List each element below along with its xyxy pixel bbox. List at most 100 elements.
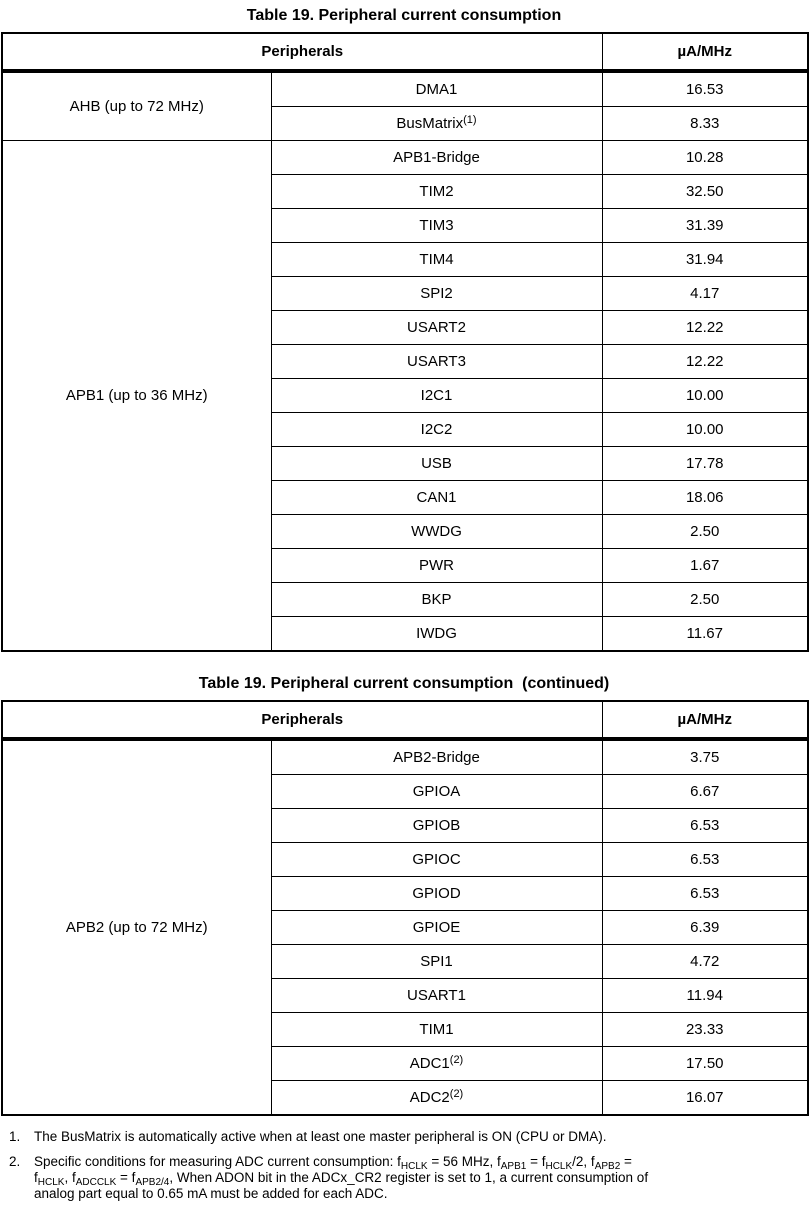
subscript-text: APB2 <box>594 1161 621 1172</box>
table-row: SPI2 4.17 <box>2 276 809 311</box>
table-row: TIM4 31.94 <box>2 242 809 277</box>
value-cell: 16.07 <box>601 1080 809 1116</box>
table-row: AHB (up to 72 MHz) DMA1 16.53 <box>1 70 809 141</box>
value-cell: 31.39 <box>601 208 809 243</box>
value-cell: 1.67 <box>601 548 809 583</box>
subscript-text: ADCCLK <box>75 1177 117 1188</box>
peripheral-name: APB1-Bridge <box>393 149 480 166</box>
peripheral-name: IWDG <box>416 625 457 642</box>
value-cell: 32.50 <box>601 174 809 209</box>
value-cell: 11.94 <box>601 978 809 1013</box>
footnote-ref: (1) <box>463 114 477 126</box>
peripheral-cell: SPI1 <box>270 944 603 979</box>
peripheral-cell: TIM1 <box>270 1012 603 1047</box>
table-row: TIM2 32.50 <box>2 174 809 209</box>
value-cell: 16.53 <box>601 70 809 107</box>
header-row: Peripherals µA/MHz <box>1 700 809 741</box>
footnote-text: Specific conditions for measuring ADC cu… <box>34 1154 806 1202</box>
peripheral-cell: DMA1 <box>270 70 603 107</box>
value-cell: 6.67 <box>601 774 809 809</box>
value-cell: 17.78 <box>601 446 809 481</box>
peripheral-cell: WWDG <box>270 514 603 549</box>
value-cell: 23.33 <box>601 1012 809 1047</box>
peripheral-cell: ADC1(2) <box>270 1046 603 1081</box>
bus-group-cell: APB2 (up to 72 MHz) <box>1 738 272 1116</box>
tables-root: Table 19. Peripheral current consumption… <box>1 6 809 1116</box>
subscript-text: HCLK <box>37 1177 65 1188</box>
peripheral-cell: GPIOB <box>270 808 603 843</box>
peripheral-name: ADC1 <box>409 1055 450 1072</box>
table-row: TIM3 31.39 <box>2 208 809 243</box>
footnote: 1. The BusMatrix is automatically active … <box>9 1129 809 1145</box>
peripheral-cell: TIM2 <box>270 174 603 209</box>
peripheral-name: DMA1 <box>415 81 458 98</box>
peripheral-name: USART3 <box>407 353 466 370</box>
peripheral-cell: GPIOE <box>270 910 603 945</box>
peripheral-name: USB <box>421 455 452 472</box>
footnote-segment: , When ADON bit in the ADCx_CR2 register… <box>169 1170 649 1185</box>
peripheral-name: USART2 <box>407 319 466 336</box>
peripheral-cell: ADC2(2) <box>270 1080 603 1116</box>
peripheral-cell: TIM3 <box>270 208 603 243</box>
peripheral-name: PWR <box>419 557 454 574</box>
peripheral-cell: GPIOD <box>270 876 603 911</box>
peripheral-cell: BusMatrix(1) <box>270 106 603 141</box>
footnote-segment: = 56 MHz, f <box>427 1154 501 1169</box>
value-cell: 10.28 <box>601 140 809 175</box>
footnotes: 1. The BusMatrix is automatically active … <box>1 1129 809 1202</box>
peripheral-cell: USART1 <box>270 978 603 1013</box>
table-row: BusMatrix(1) 8.33 <box>2 106 809 141</box>
footnote-segment: , f <box>64 1170 76 1185</box>
table-row: USB 17.78 <box>2 446 809 481</box>
value-cell: 10.00 <box>601 378 809 413</box>
table-row: USART3 12.22 <box>2 344 809 379</box>
peripheral-name: ADC2 <box>409 1089 450 1106</box>
footnote-segment: = <box>620 1154 632 1169</box>
peripheral-name: WWDG <box>411 523 462 540</box>
peripheral-name: APB2-Bridge <box>393 749 480 766</box>
peripheral-name: TIM2 <box>419 183 454 200</box>
peripheral-name: CAN1 <box>416 489 457 506</box>
peripheral-cell: I2C2 <box>270 412 603 447</box>
peripheral-cell: APB2-Bridge <box>270 738 603 775</box>
column-header-peripherals: Peripherals <box>1 32 603 73</box>
table-row: BKP 2.50 <box>2 582 809 617</box>
subscript-text: HCLK <box>400 1161 428 1172</box>
peripheral-name: USART1 <box>407 987 466 1004</box>
peripheral-name: SPI1 <box>420 953 453 970</box>
value-cell: 11.67 <box>601 616 809 652</box>
value-cell: 31.94 <box>601 242 809 277</box>
footnote-segment: = f <box>526 1154 546 1169</box>
peripheral-name: SPI2 <box>420 285 453 302</box>
value-cell: 17.50 <box>601 1046 809 1081</box>
peripheral-name: GPIOC <box>412 851 461 868</box>
peripheral-cell: GPIOC <box>270 842 603 877</box>
table-row: GPIOA 6.67 <box>2 774 809 809</box>
peripheral-name: BKP <box>421 591 452 608</box>
peripheral-cell: PWR <box>270 548 603 583</box>
footnote-segment: analog part equal to 0.65 mA must be add… <box>34 1186 388 1201</box>
table-row: GPIOD 6.53 <box>2 876 809 911</box>
value-cell: 6.39 <box>601 910 809 945</box>
peripheral-cell: IWDG <box>270 616 603 652</box>
table-row: GPIOB 6.53 <box>2 808 809 843</box>
peripheral-name: TIM1 <box>419 1021 454 1038</box>
footnote: 2. Specific conditions for measuring ADC … <box>9 1154 809 1202</box>
value-cell: 4.72 <box>601 944 809 979</box>
value-cell: 2.50 <box>601 514 809 549</box>
column-header-unit: µA/MHz <box>601 32 809 73</box>
peripheral-name: BusMatrix <box>396 115 464 132</box>
footnote-text: The BusMatrix is automatically active wh… <box>34 1129 806 1145</box>
footnote-number: 1. <box>9 1129 21 1144</box>
subscript-text: HCLK <box>545 1161 573 1172</box>
peripheral-cell: TIM4 <box>270 242 603 277</box>
table-section: Table 19. Peripheral current consumption… <box>1 6 809 652</box>
table-row: ADC2(2) 16.07 <box>2 1080 809 1116</box>
subscript-text: APB2/4 <box>135 1177 170 1188</box>
peripheral-name: GPIOE <box>412 919 461 936</box>
footnote-ref: (2) <box>449 1088 464 1100</box>
footnote-segment: Specific conditions for measuring ADC cu… <box>34 1154 401 1169</box>
footnote-segment: f <box>34 1170 38 1185</box>
table-row: GPIOE 6.39 <box>2 910 809 945</box>
